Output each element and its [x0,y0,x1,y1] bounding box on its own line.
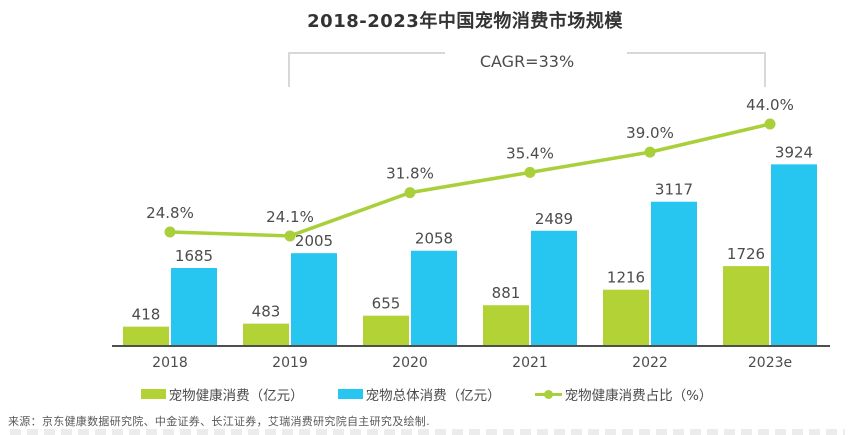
bar-value-label-pet-total-consumption-2018: 1685 [175,247,213,265]
ratio-value-label-2022: 39.0% [626,124,674,142]
legend-swatch-icon-pet-health-consumption [140,389,166,399]
bar-value-label-pet-health-consumption-2023e: 1726 [727,245,765,263]
x-axis-label-2019: 2019 [272,355,308,371]
bar-pet-health-consumption-2020 [363,315,409,346]
bar-value-label-pet-health-consumption-2020: 655 [372,295,401,313]
ratio-point-2022 [644,146,656,158]
x-axis-label-2023e: 2023e [748,355,792,371]
ratio-value-label-2021: 35.4% [506,144,554,162]
bar-value-label-pet-health-consumption-2022: 1216 [607,269,645,287]
bar-pet-total-consumption-2019 [291,253,337,346]
chart-title: 2018-2023年中国宠物消费市场规模 [307,11,623,32]
bar-value-label-pet-total-consumption-2023e: 3924 [775,143,813,161]
x-axis-label-2021: 2021 [512,355,548,371]
bar-pet-health-consumption-2018 [123,326,169,346]
bar-pet-health-consumption-2022 [603,289,649,346]
source-note: 来源：京东健康数据研究院、中金证券、长江证券，艾瑞消费研究院自主研究及绘制. [8,415,430,428]
x-axis-label-2018: 2018 [152,355,188,371]
legend-label-health-consumption-ratio: 宠物健康消费占比（%） [564,388,713,404]
bar-value-label-pet-total-consumption-2019: 2005 [295,232,333,250]
ratio-value-label-2019: 24.1% [266,208,314,226]
bar-pet-health-consumption-2021 [483,305,529,346]
ratio-point-2021 [524,166,536,178]
clipped-text-artifact [10,429,845,435]
legend-item-pet-health-consumption: 宠物健康消费（亿元） [140,384,304,404]
legend-label-pet-total-consumption: 宠物总体消费（亿元） [365,388,501,404]
legend-item-pet-total-consumption: 宠物总体消费（亿元） [337,384,501,404]
ratio-line [168,122,772,238]
legend-item-health-consumption-ratio: 宠物健康消费占比（%） [534,384,713,404]
bar-pet-total-consumption-2018 [171,268,217,346]
legend-dot-icon [543,389,553,399]
legend-swatch-icon-pet-total-consumption [337,389,363,399]
ratio-value-label-2023e: 44.0% [746,96,794,114]
bar-value-label-pet-health-consumption-2019: 483 [252,303,281,321]
bar-pet-total-consumption-2022 [651,201,697,346]
x-axis-label-2020: 2020 [392,355,428,371]
ratio-point-2020 [404,187,416,199]
bar-value-label-pet-health-consumption-2018: 418 [132,306,161,324]
bar-value-label-pet-health-consumption-2021: 881 [492,284,521,302]
cagr-bracket-right [627,52,766,87]
ratio-point-2018 [164,226,176,238]
ratio-point-2023e [764,118,776,130]
bar-pet-health-consumption-2023e [723,266,769,346]
ratio-point-2019 [284,230,296,242]
bar-value-label-pet-total-consumption-2022: 3117 [655,181,693,199]
ratio-value-label-2020: 31.8% [386,165,434,183]
cagr-annotation: CAGR=33% [479,52,575,71]
chart-canvas: 418 1685 2018 483 2005 2019 655 2058 2020 881 2489… [112,52,830,371]
legend-line-dot-icon-health-consumption-ratio [534,389,562,400]
bar-value-label-pet-total-consumption-2021: 2489 [535,210,573,228]
cagr-bracket-left [288,52,445,87]
bar-pet-health-consumption-2019 [243,323,289,346]
x-axis-label-2022: 2022 [632,355,668,371]
legend-label-pet-health-consumption: 宠物健康消费（亿元） [168,388,304,404]
bar-value-label-pet-total-consumption-2020: 2058 [415,230,453,248]
ratio-value-label-2018: 24.8% [146,204,194,222]
chart-legend: 宠物健康消费（亿元） 宠物总体消费（亿元） 宠物健康消费占比（%） [0,383,853,405]
bar-pet-total-consumption-2023e [771,164,817,346]
bar-pet-total-consumption-2020 [411,250,457,346]
bar-pet-total-consumption-2021 [531,230,577,346]
